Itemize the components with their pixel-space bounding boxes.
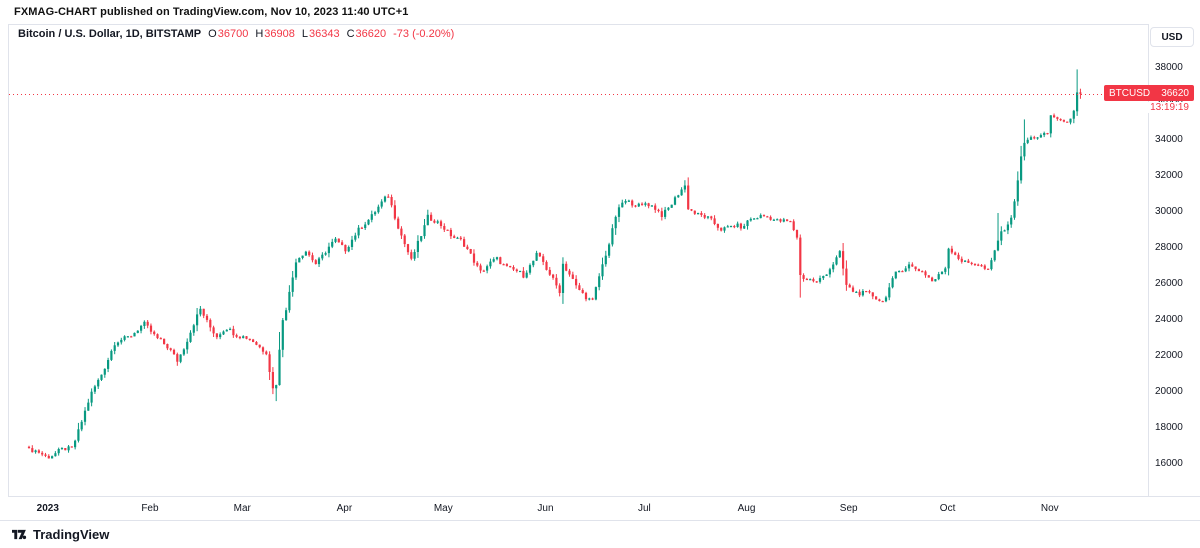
chart-pane[interactable] bbox=[8, 24, 1149, 497]
time-tick: Sep bbox=[839, 503, 858, 514]
time-tick: Mar bbox=[233, 503, 251, 514]
price-tick: 38000 bbox=[1155, 62, 1183, 73]
price-tick: 24000 bbox=[1155, 314, 1183, 325]
footer-bar: TradingView bbox=[0, 520, 1200, 548]
time-tick: Aug bbox=[737, 503, 756, 514]
time-tick: 2023 bbox=[36, 503, 59, 514]
symbol-legend: Bitcoin / U.S. Dollar, 1D, BITSTAMP O3670… bbox=[18, 28, 454, 40]
time-tick: Jun bbox=[537, 503, 554, 514]
time-tick: Jul bbox=[637, 503, 651, 514]
time-tick: May bbox=[433, 503, 453, 514]
price-tick: 18000 bbox=[1155, 422, 1183, 433]
price-tick: 32000 bbox=[1155, 170, 1183, 181]
time-tick: Oct bbox=[939, 503, 956, 514]
price-change: -73 (-0.20%) bbox=[393, 28, 455, 40]
ohlc-low-label: L bbox=[301, 28, 308, 40]
price-tick: 16000 bbox=[1155, 458, 1183, 469]
publisher-note: FXMAG-CHART published on TradingView.com… bbox=[14, 6, 409, 18]
badge-symbol: BTCUSD bbox=[1109, 87, 1151, 99]
price-tick: 28000 bbox=[1155, 242, 1183, 253]
badge-price: 36620 bbox=[1161, 87, 1189, 99]
bar-countdown: 13:19:19 bbox=[1104, 102, 1194, 113]
time-axis-separator bbox=[8, 496, 1200, 497]
ohlc-open-value: 36700 bbox=[217, 28, 249, 40]
price-tick: 26000 bbox=[1155, 278, 1183, 289]
price-badge: BTCUSD 36620 bbox=[1104, 85, 1194, 101]
time-tick: Feb bbox=[141, 503, 159, 514]
price-tick: 30000 bbox=[1155, 206, 1183, 217]
time-tick: Apr bbox=[336, 503, 353, 514]
symbol-title[interactable]: Bitcoin / U.S. Dollar, 1D, BITSTAMP bbox=[18, 28, 202, 40]
ohlc-high-value: 36908 bbox=[264, 28, 295, 40]
candlestick-chart[interactable] bbox=[9, 25, 1149, 497]
currency-toggle-button[interactable]: USD bbox=[1150, 27, 1194, 47]
tradingview-brand-text[interactable]: TradingView bbox=[33, 527, 110, 542]
ohlc-close-value: 36620 bbox=[355, 28, 387, 40]
time-tick: Nov bbox=[1040, 503, 1059, 514]
ohlc-open-label: O bbox=[208, 28, 217, 40]
tradingview-logo-icon[interactable] bbox=[12, 527, 27, 542]
ohlc-low-value: 36343 bbox=[308, 28, 340, 40]
ohlc-high-label: H bbox=[255, 28, 264, 40]
price-tick: 34000 bbox=[1155, 134, 1183, 145]
price-axis-separator bbox=[1148, 24, 1149, 497]
ohlc-close-label: C bbox=[346, 28, 355, 40]
price-tick: 22000 bbox=[1155, 350, 1183, 361]
price-tick: 20000 bbox=[1155, 386, 1183, 397]
